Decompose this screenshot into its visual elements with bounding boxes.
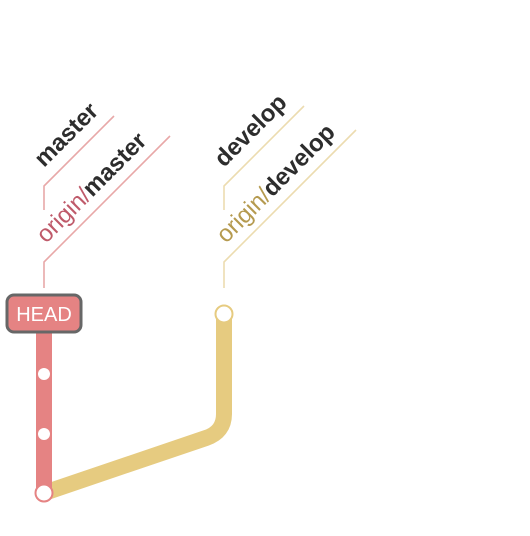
head-badge-label: HEAD (16, 304, 72, 326)
master-branch-label[interactable]: master (29, 97, 104, 172)
master-label-leader (43, 115, 115, 210)
origin-master-label-leader (43, 135, 171, 288)
head-badge-box (5, 293, 83, 334)
develop-branch-line (41, 314, 232, 501)
commit-node-develop-tip[interactable] (214, 304, 234, 324)
origin-develop-label-leader (223, 129, 357, 288)
commit-node[interactable] (38, 428, 50, 440)
commit-node[interactable] (38, 368, 50, 380)
origin-develop-name: develop (257, 119, 340, 202)
head-badge[interactable]: HEAD (5, 293, 83, 334)
develop-label-leader (223, 105, 305, 210)
commit-node-base[interactable] (34, 483, 54, 503)
